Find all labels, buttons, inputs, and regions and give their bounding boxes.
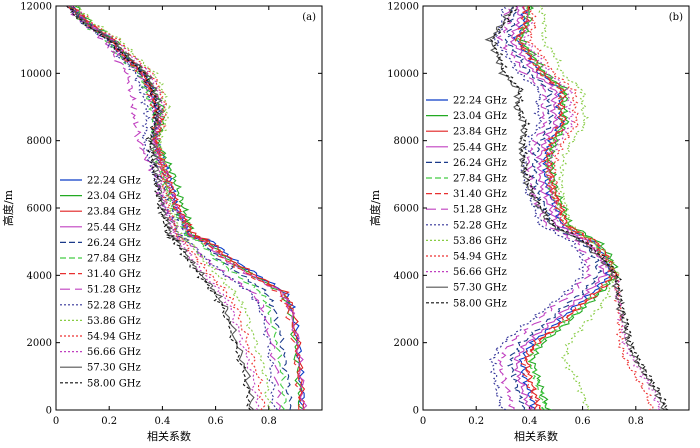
legend: 22.24 GHz 23.04 GHz 23.84 GHz 25.44 GHz 26.2… (426, 96, 507, 309)
series-line-2 (518, 6, 620, 410)
legend-entry: 27.84 GHz (87, 254, 141, 265)
legend-entry: 25.44 GHz (453, 142, 507, 153)
series-line-10 (76, 6, 272, 410)
x-tick-label: 0.6 (208, 416, 224, 427)
series-line-10 (538, 6, 622, 410)
legend-entry: 22.24 GHz (453, 96, 507, 107)
series-line-9 (69, 6, 278, 410)
y-tick-label: 4000 (394, 271, 419, 282)
legend-entry: 23.84 GHz (453, 127, 507, 138)
panel-2: 0 2000 4000 6000 8000 10000 12000 0 0.2 0.4 0.6 0.8… (368, 2, 690, 443)
series-line-7 (68, 6, 303, 410)
legend-entry: 23.04 GHz (87, 191, 141, 202)
series-line-8 (66, 6, 282, 410)
legend-entry: 51.28 GHz (453, 205, 507, 216)
legend-entry: 52.28 GHz (87, 300, 141, 311)
y-tick-label: 12000 (20, 2, 52, 13)
y-tick-label: 2000 (27, 338, 52, 349)
x-tick-label: 0.2 (468, 416, 484, 427)
series-line-5 (504, 6, 603, 410)
x-axis-label: 相关系数 (147, 429, 191, 443)
y-tick-label: 4000 (27, 271, 52, 282)
y-tick-label: 2000 (394, 338, 419, 349)
series-line-12 (71, 6, 260, 410)
x-axis-label: 相关系数 (514, 429, 558, 443)
x-tick-label: 0.4 (521, 416, 537, 427)
series-line-14 (66, 6, 252, 410)
legend: 22.24 GHz 23.04 GHz 23.84 GHz 25.44 GHz 26.2… (60, 176, 141, 389)
y-tick-label: 8000 (394, 136, 419, 147)
x-tick-label: 0.4 (154, 416, 170, 427)
legend-entry: 57.30 GHz (87, 363, 141, 374)
legend-entry: 26.24 GHz (87, 238, 141, 249)
series-line-11 (72, 6, 266, 410)
x-tick-label: 0 (53, 416, 59, 427)
legend-entry: 51.28 GHz (87, 285, 141, 296)
y-axis-label: 高度/m (1, 189, 15, 226)
x-tick-label: 0.2 (101, 416, 117, 427)
legend-entry: 56.66 GHz (453, 267, 507, 278)
series-line-13 (484, 6, 667, 410)
y-tick-label: 12000 (387, 2, 419, 13)
legend-entry: 54.94 GHz (87, 332, 141, 343)
legend-entry: 52.28 GHz (453, 220, 507, 231)
y-tick-label: 8000 (27, 136, 52, 147)
y-tick-label: 0 (413, 406, 419, 417)
legend-entry: 27.84 GHz (453, 174, 507, 185)
y-tick-label: 10000 (20, 69, 52, 80)
y-axis-label: 高度/m (368, 189, 382, 226)
panel-tag: (a) (302, 12, 316, 23)
x-tick-label: 0.8 (628, 416, 644, 427)
legend-entry: 53.86 GHz (453, 236, 507, 247)
series-line-4 (509, 6, 608, 410)
legend-entry: 26.24 GHz (453, 158, 507, 169)
legend-entry: 23.04 GHz (453, 111, 507, 122)
panel-1: 0 2000 4000 6000 8000 10000 12000 0 0.2 0.4 0.6 0.8… (1, 2, 323, 443)
y-tick-label: 0 (46, 406, 52, 417)
series-line-8 (496, 6, 592, 410)
legend-entry: 23.84 GHz (87, 207, 141, 218)
series-line-12 (521, 6, 662, 410)
legend-entry: 53.86 GHz (87, 316, 141, 327)
legend-entry: 57.30 GHz (453, 283, 507, 294)
legend-entry: 56.66 GHz (87, 347, 141, 358)
series-line-13 (69, 6, 255, 410)
series-group (66, 6, 308, 410)
series-line-9 (489, 6, 587, 410)
panel-tag: (b) (669, 12, 683, 23)
legend-entry: 31.40 GHz (453, 189, 507, 200)
legend-entry: 25.44 GHz (87, 222, 141, 233)
series-group (484, 6, 669, 410)
x-tick-label: 0.6 (575, 416, 591, 427)
y-tick-label: 10000 (387, 69, 419, 80)
legend-entry: 31.40 GHz (87, 269, 141, 280)
y-tick-label: 6000 (394, 204, 419, 215)
legend-entry: 58.00 GHz (453, 298, 507, 309)
x-tick-label: 0 (420, 416, 426, 427)
legend-entry: 54.94 GHz (453, 252, 507, 263)
series-line-7 (514, 6, 614, 410)
y-tick-label: 6000 (27, 204, 52, 215)
legend-entry: 22.24 GHz (87, 176, 141, 187)
series-line-3 (515, 6, 618, 410)
series-line-14 (489, 6, 669, 410)
legend-entry: 58.00 GHz (87, 378, 141, 389)
x-tick-label: 0.8 (261, 416, 277, 427)
